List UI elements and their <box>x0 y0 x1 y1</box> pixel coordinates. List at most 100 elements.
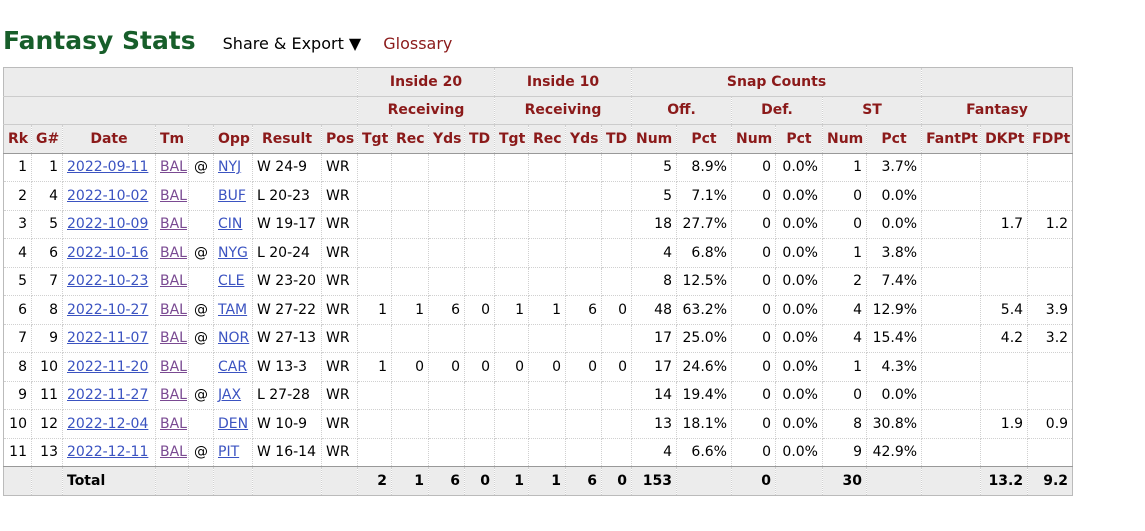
cell: 0 <box>731 181 776 211</box>
opp-link[interactable]: JAX <box>218 387 242 404</box>
cell: WR <box>321 437 358 467</box>
tm-link[interactable]: BAL <box>160 216 187 233</box>
tm-link[interactable]: BAL <box>160 387 187 404</box>
cell: 5.4 <box>980 295 1029 325</box>
column-header: Tm <box>155 124 189 154</box>
tm-link[interactable]: BAL <box>160 358 187 375</box>
tm-link[interactable]: BAL <box>160 159 187 176</box>
data-row: 11 13 2022-12-11 BAL @ PIT W 16-14 WR 4 6.6% 0 0.0%… <box>3 437 1074 467</box>
cell: 0 <box>731 380 776 410</box>
header: Fantasy Stats Share & Export ▼ Glossary <box>3 26 474 55</box>
empty-cell <box>921 238 982 268</box>
total-row: Total 2 1 6 0 1 1 6 0 153 0 30 13.2 9.2 <box>3 466 1074 496</box>
cell: WR <box>321 409 358 439</box>
opp-link[interactable]: BUF <box>218 187 246 204</box>
empty-cell <box>391 323 429 353</box>
tm-link[interactable]: BAL <box>160 330 187 347</box>
column-header: DKPt <box>980 124 1029 154</box>
cell: 25.0% <box>676 323 732 353</box>
tm-link[interactable]: BAL <box>160 187 187 204</box>
opp-link[interactable]: CIN <box>218 216 243 233</box>
empty-cell <box>565 266 602 296</box>
date-link[interactable]: 2022-10-16 <box>67 244 149 261</box>
date-link[interactable]: 2022-09-11 <box>67 159 149 176</box>
empty-cell <box>565 209 602 239</box>
cell: WR <box>321 323 358 353</box>
cell: 7 <box>3 323 32 353</box>
share-export[interactable]: Share & Export ▼ <box>222 34 362 53</box>
cell: 0.9 <box>1027 409 1074 439</box>
empty-cell <box>921 209 982 239</box>
empty-cell <box>528 323 566 353</box>
date-link[interactable]: 2022-11-27 <box>67 387 149 404</box>
group-header: ST <box>821 95 923 125</box>
date-link[interactable]: 2022-12-04 <box>67 415 149 432</box>
empty-cell <box>1027 437 1074 467</box>
data-row: 1 1 2022-09-11 BAL @ NYJ W 24-9 WR 5 8.9% 0 0.0% 1 3.… <box>3 152 1074 182</box>
tm-link[interactable]: BAL <box>160 415 187 432</box>
empty-cell <box>428 323 465 353</box>
group-header: Def. <box>731 95 823 125</box>
date-link[interactable]: 2022-10-27 <box>67 301 149 318</box>
cell: 0 <box>428 352 465 382</box>
empty-cell <box>1027 238 1074 268</box>
cell: 8 <box>822 409 867 439</box>
cell: 0.0% <box>775 352 823 382</box>
opp-link[interactable]: PIT <box>218 444 240 461</box>
cell: 0 <box>731 152 776 182</box>
cell: 5 <box>3 266 32 296</box>
cell: 2022-12-04 <box>62 409 156 439</box>
tm-link[interactable]: BAL <box>160 301 187 318</box>
empty-cell <box>188 266 214 296</box>
date-link[interactable]: 2022-10-02 <box>67 187 149 204</box>
opp-link[interactable]: CLE <box>218 273 245 290</box>
cell: 1.7 <box>980 209 1029 239</box>
cell: W 13-3 <box>252 352 322 382</box>
cell: BAL <box>155 437 189 467</box>
empty-cell <box>494 409 529 439</box>
cell: 4 <box>3 238 32 268</box>
cell: 4 <box>631 238 677 268</box>
cell: @ <box>188 152 214 182</box>
empty-cell <box>391 209 429 239</box>
cell: 0 <box>464 352 495 382</box>
tm-link[interactable]: BAL <box>160 244 187 261</box>
empty-cell <box>494 152 529 182</box>
cell: 13 <box>31 437 63 467</box>
empty-cell <box>357 181 392 211</box>
date-link[interactable]: 2022-11-07 <box>67 330 149 347</box>
opp-link[interactable]: NOR <box>218 330 250 347</box>
cell: Total <box>62 466 156 496</box>
column-header: Yds <box>565 124 602 154</box>
cell: 2 <box>357 466 392 496</box>
date-link[interactable]: 2022-11-20 <box>67 358 149 375</box>
cell: W 27-22 <box>252 295 322 325</box>
glossary[interactable]: Glossary <box>383 34 453 53</box>
column-header: TD <box>601 124 632 154</box>
opp-link[interactable]: NYJ <box>218 159 242 176</box>
cell: 6 <box>428 295 465 325</box>
cell: 0.0% <box>865 181 923 211</box>
empty-cell <box>565 152 602 182</box>
empty-cell <box>676 466 732 496</box>
cell: 7.4% <box>865 266 923 296</box>
tm-link[interactable]: BAL <box>160 444 187 461</box>
cell: 17 <box>631 323 677 353</box>
opp-link[interactable]: TAM <box>218 301 248 318</box>
column-header: Pct <box>865 124 923 154</box>
data-row: 4 6 2022-10-16 BAL @ NYG L 20-24 WR 4 6.8% 0 0.0% 1 3… <box>3 238 1074 268</box>
cell: 3 <box>3 209 32 239</box>
date-link[interactable]: 2022-10-23 <box>67 273 149 290</box>
tm-link[interactable]: BAL <box>160 273 187 290</box>
cell: L 27-28 <box>252 380 322 410</box>
opp-link[interactable]: NYG <box>218 244 248 261</box>
cell: 6 <box>31 238 63 268</box>
opp-link[interactable]: DEN <box>218 415 249 432</box>
opp-link[interactable]: CAR <box>218 358 248 375</box>
date-link[interactable]: 2022-12-11 <box>67 444 149 461</box>
cell: 11 <box>3 437 32 467</box>
cell: 0.0% <box>775 437 823 467</box>
date-link[interactable]: 2022-10-09 <box>67 216 149 233</box>
empty-cell <box>428 266 465 296</box>
cell: 10 <box>31 352 63 382</box>
